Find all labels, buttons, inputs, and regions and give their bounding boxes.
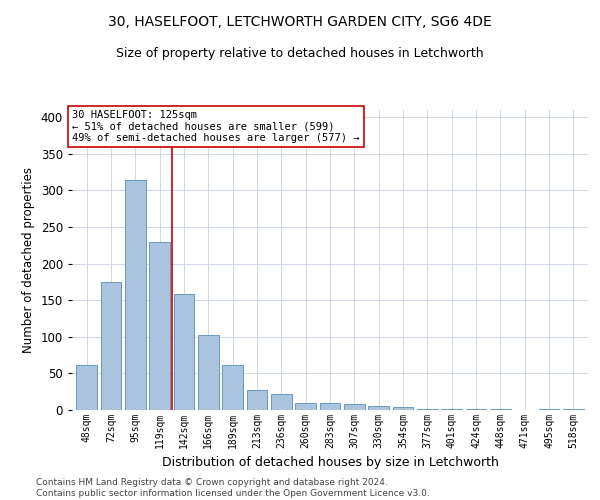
Bar [417, 408, 438, 410]
Y-axis label: Number of detached properties: Number of detached properties [22, 167, 35, 353]
Bar [271, 394, 292, 410]
Text: Size of property relative to detached houses in Letchworth: Size of property relative to detached ho… [116, 48, 484, 60]
Bar [101, 282, 121, 410]
Bar [76, 364, 97, 410]
Bar [173, 294, 194, 410]
Bar [320, 402, 340, 410]
Text: 30, HASELFOOT, LETCHWORTH GARDEN CITY, SG6 4DE: 30, HASELFOOT, LETCHWORTH GARDEN CITY, S… [108, 15, 492, 29]
Bar [295, 404, 316, 410]
Bar [149, 242, 170, 410]
Bar [198, 336, 218, 410]
Bar [222, 366, 243, 410]
Text: 30 HASELFOOT: 125sqm
← 51% of detached houses are smaller (599)
49% of semi-deta: 30 HASELFOOT: 125sqm ← 51% of detached h… [72, 110, 359, 143]
Bar [125, 180, 146, 410]
X-axis label: Distribution of detached houses by size in Letchworth: Distribution of detached houses by size … [161, 456, 499, 469]
Bar [344, 404, 365, 410]
Bar [392, 407, 413, 410]
Bar [368, 406, 389, 410]
Text: Contains HM Land Registry data © Crown copyright and database right 2024.
Contai: Contains HM Land Registry data © Crown c… [36, 478, 430, 498]
Bar [442, 408, 462, 410]
Bar [247, 390, 268, 410]
